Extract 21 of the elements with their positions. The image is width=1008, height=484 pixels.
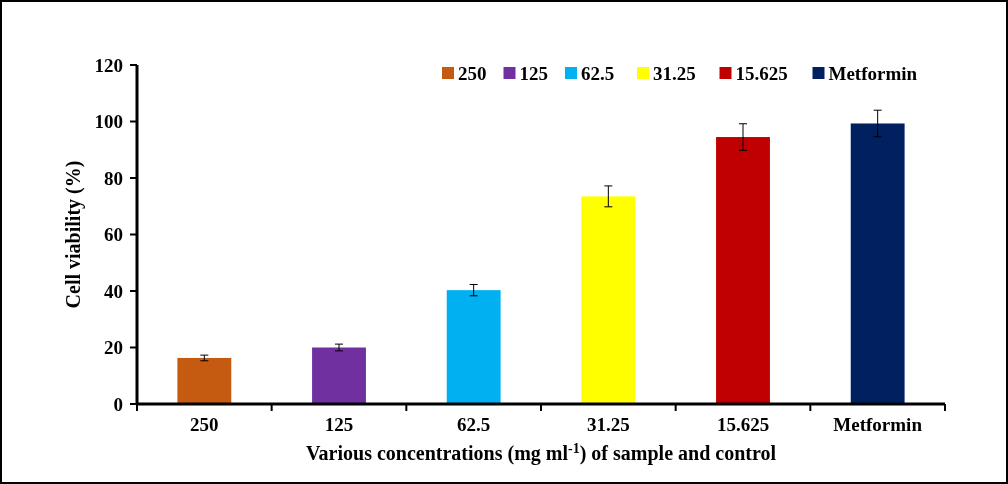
legend-label: 250	[458, 62, 487, 84]
legend-label: Metformin	[828, 62, 918, 84]
y-tick-label: 80	[104, 167, 123, 189]
x-tick-label: 250	[190, 414, 219, 435]
legend-label: 15.625	[735, 62, 788, 84]
y-tick-label: 20	[104, 337, 123, 359]
x-tick-label: 125	[324, 414, 354, 435]
x-tick-label: 31.25	[586, 414, 630, 435]
y-tick-label: 60	[104, 224, 123, 246]
x-tick-label: 62.5	[457, 414, 491, 435]
y-tick-label: 40	[104, 280, 123, 302]
legend-label: 31.25	[653, 62, 696, 84]
y-axis-title: Cell viability (%)	[62, 160, 85, 309]
x-tick-label: 15.625	[716, 414, 770, 435]
y-tick-label: 100	[94, 111, 123, 133]
legend-label: 125	[519, 62, 548, 84]
y-tick-label: 120	[94, 54, 123, 76]
y-tick-label: 0	[113, 393, 123, 415]
legend-label: 62.5	[581, 62, 615, 84]
x-axis-title: Various concentrations (mg ml$^{-1}$) of sample and control	[305, 440, 777, 465]
x-tick-label: Metformin	[833, 414, 923, 435]
